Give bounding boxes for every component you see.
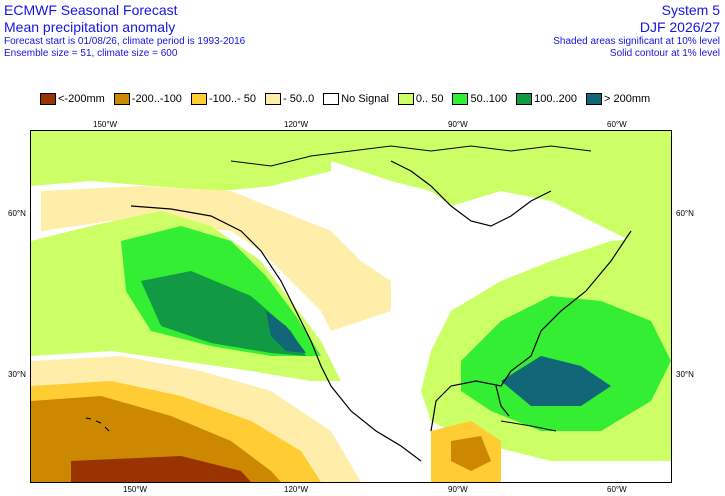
legend-label: 100..200 [534,93,577,105]
chart-subtitle: Mean precipitation anomaly [4,19,176,35]
legend-label: <-200mm [58,93,105,105]
legend-item: <-200mm [40,93,105,105]
legend-label: -100..- 50 [208,93,257,105]
legend-swatch [190,93,207,105]
legend-swatch [265,93,282,105]
legend-swatch [516,93,533,105]
legend-item: 0.. 50 [397,93,444,105]
legend-label: - 50..0 [283,93,315,105]
chart-title: ECMWF Seasonal Forecast [4,2,178,18]
legend-label: 0.. 50 [415,93,444,105]
lon-top-150w: 150°W [93,120,118,129]
season-label: DJF 2026/27 [639,19,720,35]
coastline-hawaii [85,417,110,432]
legend-item: -200..-100 [113,93,182,105]
lat-left-60n: 60°N [8,209,26,218]
coastline-west [130,205,422,462]
legend-item: -100..- 50 [190,93,257,105]
header-left: ECMWF Seasonal Forecast Mean precipitati… [4,2,245,60]
lon-top-90w: 90°W [448,120,468,129]
coastline-cuba [500,420,557,432]
legend-swatch [323,93,340,105]
coastline-florida [495,385,510,417]
region-pacific-dry-extreme [71,456,251,482]
region-west-coast-wet-high [141,271,306,356]
region-arctic-coast-wet [31,131,331,191]
region-east-wet-max [501,356,611,406]
significance-contour: Solid contour at 1% level [609,48,720,59]
region-north-wet [331,131,671,251]
system-label: System 5 [661,2,720,18]
legend-swatch [585,93,602,105]
coastline-arctic [230,145,592,167]
region-caribbean-dry-strong [451,436,491,471]
lon-top-120w: 120°W [284,120,309,129]
legend-item: No Signal [323,93,389,105]
coastline-east [430,230,632,432]
legend-swatch [397,93,414,105]
lat-right-30n: 30°N [676,370,694,379]
legend-label: No Signal [341,93,389,105]
significance-shaded: Shaded areas significant at 10% level [553,36,720,47]
coastline-hudson [390,160,552,227]
lat-left-30n: 30°N [8,370,26,379]
lon-bottom-90w: 90°W [448,485,468,494]
region-west-coast-wet-max [266,311,306,353]
legend-label: > 200mm [603,93,651,105]
ensemble-info: Ensemble size = 51, climate size = 600 [4,48,178,59]
lat-right-60n: 60°N [676,209,694,218]
legend-swatch [452,93,469,105]
legend-label: -200..-100 [131,93,182,105]
map-panel [30,130,672,483]
lon-top-60w: 60°W [607,120,627,129]
lon-bottom-120w: 120°W [284,485,309,494]
legend-item: > 200mm [585,93,651,105]
legend-item: 100..200 [516,93,577,105]
legend-item: - 50..0 [265,93,314,105]
header-right: System 5 DJF 2026/27 Shaded areas signif… [553,2,720,60]
lon-bottom-150w: 150°W [123,485,148,494]
legend-swatch [40,93,56,105]
legend-swatch [113,93,130,105]
lon-bottom-60w: 60°W [607,485,627,494]
legend-label: 50..100 [470,93,508,105]
forecast-info: Forecast start is 01/08/26, climate peri… [4,36,246,47]
anomaly-map [31,131,671,482]
legend-item: 50..100 [452,93,507,105]
legend: <-200mm -200..-100 -100..- 50 - 50..0 No Sig… [40,93,650,105]
